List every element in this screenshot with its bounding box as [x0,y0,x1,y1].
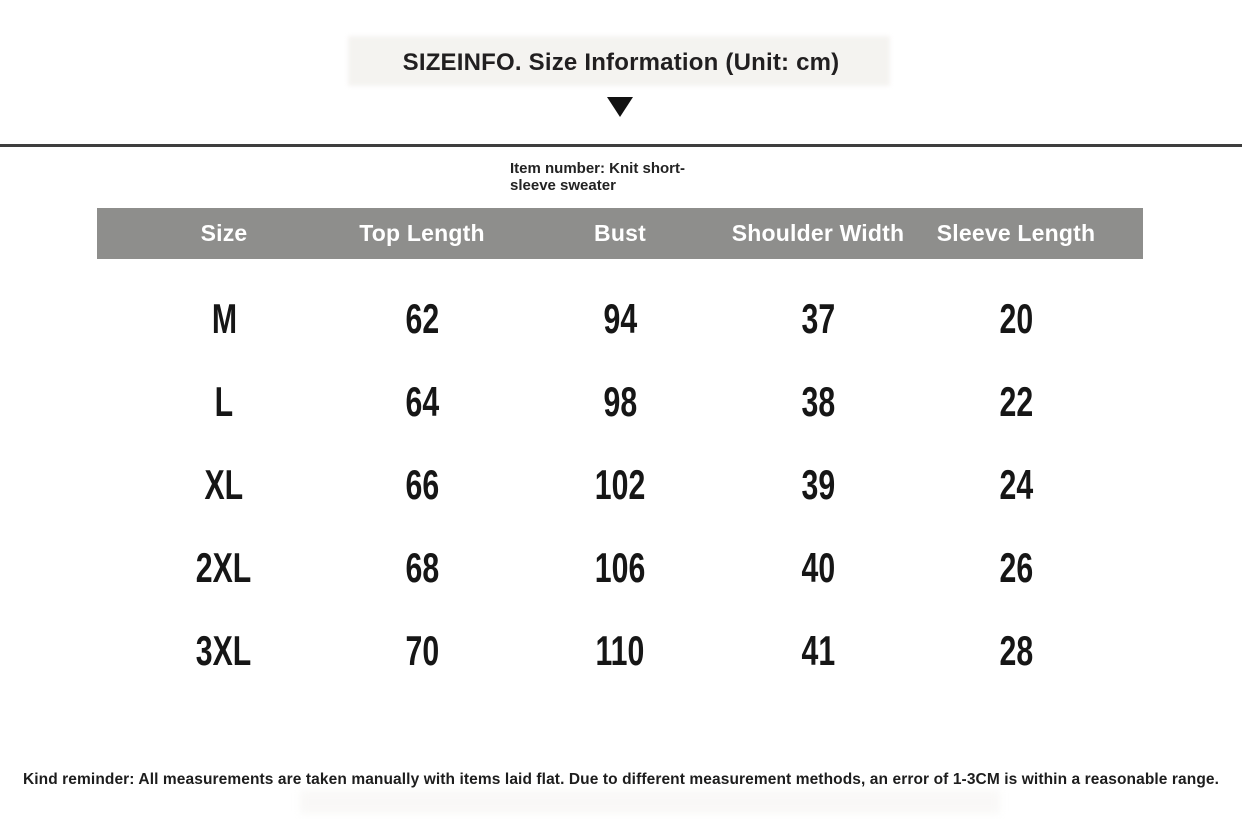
measurement-cell: 22 [999,377,1033,425]
faded-photo-wash [348,36,890,86]
size-cell: 3XL [196,626,252,674]
measurement-cell: 70 [405,626,439,674]
measurement-cell: 110 [595,626,645,674]
faded-photo-wash-bottom [300,790,1000,814]
measurement-cell: 62 [405,294,439,342]
size-table: Size Top Length Bust Shoulder Width Slee… [97,208,1143,692]
table-row: M 62 94 37 20 [97,277,1143,360]
size-cell: 2XL [196,543,252,591]
measurement-cell: 66 [405,460,439,508]
measurement-cell: 98 [603,377,637,425]
measurement-cell: 68 [405,543,439,591]
triangle-down-icon [607,97,633,117]
column-header-top-length: Top Length [359,220,485,246]
measurement-cell: 106 [594,543,646,591]
measurement-cell: 20 [999,294,1033,342]
size-cell: XL [204,460,244,508]
kind-reminder-note: Kind reminder: All measurements are take… [22,771,1220,788]
size-table-body: M 62 94 37 20 L 64 98 38 22 XL 66 102 39… [97,277,1143,692]
table-row: 2XL 68 106 40 26 [97,526,1143,609]
column-header-bust: Bust [594,220,646,246]
item-number-note: Item number: Knit short-sleeve sweater [510,160,685,194]
table-row: L 64 98 38 22 [97,360,1143,443]
measurement-cell: 94 [603,294,637,342]
page-title: SIZEINFO. Size Information (Unit: cm) [402,49,840,76]
measurement-cell: 26 [999,543,1033,591]
table-row: XL 66 102 39 24 [97,443,1143,526]
measurement-cell: 24 [999,460,1033,508]
size-cell: L [214,377,234,425]
measurement-cell: 102 [594,460,646,508]
size-table-header: Size Top Length Bust Shoulder Width Slee… [97,208,1143,259]
measurement-cell: 37 [801,294,835,342]
size-cell: M [211,294,237,342]
measurement-cell: 40 [801,543,835,591]
measurement-cell: 64 [405,377,439,425]
measurement-cell: 39 [801,460,835,508]
column-header-shoulder-width: Shoulder Width [731,220,905,246]
column-header-sleeve-length: Sleeve Length [936,220,1096,246]
measurement-cell: 41 [801,626,835,674]
table-row: 3XL 70 110 41 28 [97,609,1143,692]
column-header-size: Size [200,220,248,246]
measurement-cell: 28 [999,626,1033,674]
measurement-cell: 38 [801,377,835,425]
section-divider [0,144,1242,147]
